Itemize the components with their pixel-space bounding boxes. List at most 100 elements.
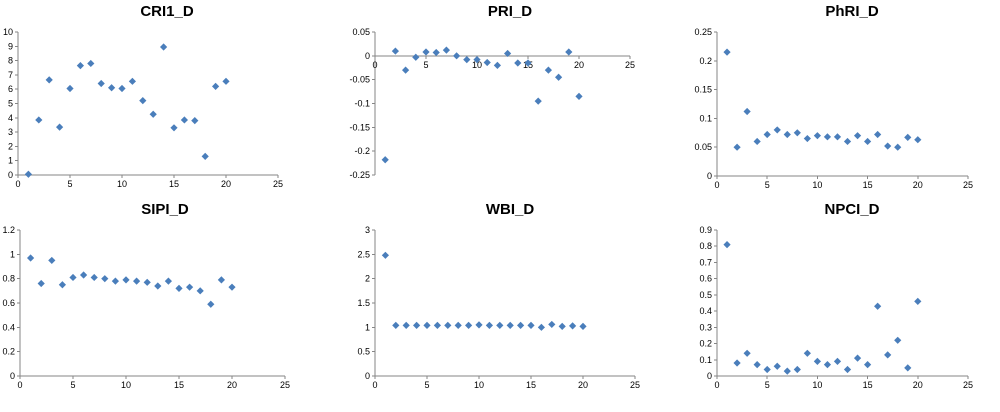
x-tick-label: 10 xyxy=(117,179,127,189)
data-point xyxy=(773,126,781,134)
x-tick-label: 25 xyxy=(273,179,283,189)
data-point xyxy=(90,273,98,282)
data-point xyxy=(56,123,64,131)
data-point xyxy=(133,277,141,285)
data-point xyxy=(506,321,514,329)
y-tick-label: 2 xyxy=(365,274,370,284)
data-point xyxy=(517,321,525,329)
data-point xyxy=(904,133,912,142)
data-point xyxy=(884,351,892,359)
y-tick-label: 3 xyxy=(365,225,370,235)
y-tick-label: 0.8 xyxy=(699,241,712,251)
data-point xyxy=(864,361,872,369)
data-point xyxy=(69,273,77,282)
data-point xyxy=(914,136,922,144)
chart-wbi-d: WBI_D 0 0.5 1 1.5 2 2.5 3 0 5 10 15 20 25 xyxy=(357,201,640,390)
data-point xyxy=(453,52,461,60)
y-tick-label: -0.05 xyxy=(349,75,370,85)
y-tick-label: 0.8 xyxy=(2,274,15,284)
y-tick-label: 0 xyxy=(707,371,712,381)
data-point xyxy=(504,49,512,58)
data-point xyxy=(381,251,389,259)
data-point xyxy=(753,361,761,369)
data-point xyxy=(843,137,852,146)
data-point xyxy=(217,276,225,284)
x-tick-label: 5 xyxy=(424,380,429,390)
data-point xyxy=(463,56,471,64)
x-tick-label: 5 xyxy=(67,179,72,189)
x-tick-label: 10 xyxy=(474,380,484,390)
data-point xyxy=(793,365,801,374)
data-point xyxy=(475,321,483,329)
data-point xyxy=(569,322,577,330)
data-point xyxy=(565,48,573,56)
data-point xyxy=(763,365,771,374)
data-point xyxy=(763,130,771,139)
data-point xyxy=(527,321,535,329)
y-tick-label: 9 xyxy=(8,41,13,51)
data-point xyxy=(422,48,430,56)
y-tick-label: 2.5 xyxy=(357,249,370,259)
data-point xyxy=(154,282,162,290)
data-point xyxy=(783,130,791,139)
y-tick-label: 0.6 xyxy=(699,274,712,284)
chart-title: NPCI_D xyxy=(824,201,879,218)
chart-title: CRI1_D xyxy=(140,3,194,20)
data-point xyxy=(548,320,556,329)
y-tick-label: 0.5 xyxy=(357,347,370,357)
data-point xyxy=(783,367,791,375)
x-tick-label: 25 xyxy=(963,380,973,390)
data-point xyxy=(45,76,53,84)
y-tick-label: 0 xyxy=(707,171,712,181)
y-tick-label: 1.5 xyxy=(357,298,370,308)
y-tick-label: 7 xyxy=(8,70,13,80)
data-point xyxy=(733,143,741,151)
data-point xyxy=(544,66,552,74)
y-tick-label: 0.1 xyxy=(699,355,712,365)
data-point xyxy=(413,321,421,329)
data-point xyxy=(66,84,74,93)
data-point xyxy=(864,137,872,146)
data-point xyxy=(381,156,389,164)
x-tick-label: 10 xyxy=(472,60,482,70)
data-point xyxy=(24,170,32,178)
y-tick-label: 0.05 xyxy=(694,142,712,152)
y-tick-label: 0 xyxy=(8,170,13,180)
data-point xyxy=(813,132,821,140)
data-point xyxy=(433,321,441,329)
data-point xyxy=(201,152,209,161)
data-point xyxy=(454,321,462,329)
data-point xyxy=(222,77,230,85)
data-point xyxy=(76,62,84,70)
data-point xyxy=(80,271,88,279)
data-point xyxy=(186,283,194,291)
data-point xyxy=(108,84,116,92)
data-point xyxy=(228,283,236,291)
data-point xyxy=(874,130,882,139)
x-tick-label: 25 xyxy=(280,380,290,390)
data-point xyxy=(773,362,781,370)
data-point xyxy=(432,48,440,57)
data-point xyxy=(196,287,204,295)
data-point xyxy=(423,321,431,329)
x-tick-label: 5 xyxy=(765,380,770,390)
x-tick-label: 0 xyxy=(15,179,20,189)
data-point xyxy=(843,365,852,374)
data-point xyxy=(207,300,215,308)
data-point xyxy=(723,241,731,249)
data-point xyxy=(813,357,821,365)
data-point xyxy=(149,110,157,118)
x-tick-label: 10 xyxy=(812,380,822,390)
y-tick-label: 1 xyxy=(10,249,15,259)
x-tick-label: 20 xyxy=(574,60,584,70)
data-point xyxy=(392,321,400,329)
x-tick-label: 0 xyxy=(714,380,719,390)
x-tick-label: 5 xyxy=(765,180,770,190)
y-tick-label: -0.25 xyxy=(349,170,370,180)
x-tick-label: 20 xyxy=(913,380,923,390)
data-point xyxy=(37,279,45,288)
x-tick-label: 25 xyxy=(625,60,635,70)
data-point xyxy=(743,107,751,116)
chart-title: PhRI_D xyxy=(825,3,879,20)
